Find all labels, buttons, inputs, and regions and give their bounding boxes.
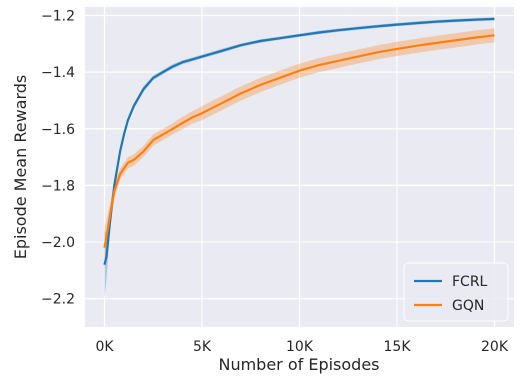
legend: FCRL GQN: [403, 262, 509, 322]
grid: [85, 7, 514, 327]
x-tick-label-0: 0K: [95, 339, 114, 355]
series-lines: [103, 17, 495, 265]
y-tick-label-2: −1.8: [41, 178, 75, 194]
x-axis-label: Number of Episodes: [218, 355, 379, 374]
legend-label-gqn: GQN: [452, 298, 484, 314]
y-tick-labels: −2.2 −2.0 −1.8 −1.6 −1.4 −1.2: [41, 8, 75, 307]
x-tick-label-3: 15K: [384, 339, 412, 355]
y-tick-label-5: −1.2: [41, 8, 75, 24]
y-tick-label-4: −1.4: [41, 65, 75, 81]
confidence-bands: [104, 17, 495, 299]
y-axis-label: Episode Mean Rewards: [11, 75, 30, 260]
x-tick-label-4: 20K: [481, 339, 509, 355]
confidence-band-gqn: [104, 28, 495, 268]
legend-box: [403, 262, 509, 322]
x-tick-labels: 0K 5K 10K 15K 20K: [95, 339, 508, 355]
series-line-fcrl: [103, 17, 495, 265]
legend-label-fcrl: FCRL: [452, 274, 488, 290]
y-tick-label-1: −2.0: [41, 235, 75, 251]
x-tick-label-2: 10K: [286, 339, 314, 355]
y-tick-label-3: −1.6: [41, 122, 75, 138]
series-line-gqn: [103, 34, 495, 248]
x-tick-label-1: 5K: [193, 339, 212, 355]
y-tick-label-0: −2.2: [41, 292, 75, 308]
